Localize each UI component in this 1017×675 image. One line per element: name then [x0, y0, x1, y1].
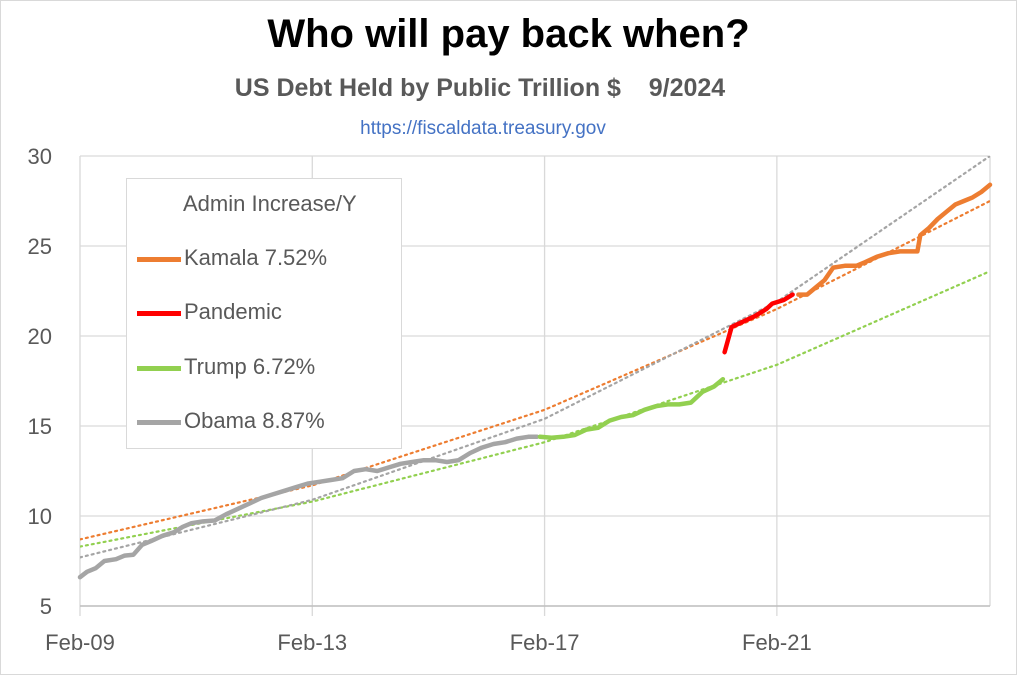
legend-label-kamala: Kamala 7.52% [184, 245, 328, 270]
legend-item-obama: Obama 8.87% [137, 407, 397, 437]
chart-subtitle: US Debt Held by Public Trillion $ 9/2024 [234, 74, 726, 102]
chart-legend: Admin Increase/Y Kamala 7.52% Pandemic T… [126, 178, 402, 449]
trendline-trump [80, 270, 990, 548]
y-tick-label: 5 [40, 594, 52, 619]
y-tick-label: 10 [28, 504, 52, 529]
series-line-trump [537, 376, 726, 440]
y-tick-label: 25 [28, 234, 52, 259]
legend-swatch-obama [137, 420, 181, 425]
trendline-obama [80, 156, 990, 559]
legend-swatch-kamala [137, 257, 181, 262]
legend-item-kamala: Kamala 7.52% [137, 244, 397, 274]
legend-label-trump: Trump 6.72% [184, 354, 316, 379]
x-tick-label: Feb-17 [510, 630, 580, 655]
legend-item-pandemic: Pandemic [137, 298, 397, 328]
series-line-pandemic [722, 292, 795, 355]
series-line-obama [77, 434, 540, 580]
legend-label-pandemic: Pandemic [184, 299, 282, 324]
legend-swatch-trump [137, 366, 181, 371]
y-tick-label: 15 [28, 414, 52, 439]
legend-swatch-pandemic [137, 311, 181, 316]
y-tick-label: 30 [28, 144, 52, 169]
x-tick-label: Feb-09 [45, 630, 115, 655]
x-tick-label: Feb-21 [742, 630, 812, 655]
trendline-kamala [80, 199, 990, 541]
legend-label-obama: Obama 8.87% [184, 408, 325, 433]
chart-title: Who will pay back when? [267, 12, 750, 56]
series-line-kamala [796, 182, 993, 297]
legend-item-trump: Trump 6.72% [137, 353, 397, 383]
source-link[interactable]: https://fiscaldata.treasury.gov [360, 118, 606, 139]
legend-title: Admin Increase/Y [183, 191, 357, 216]
y-tick-label: 20 [28, 324, 52, 349]
x-tick-label: Feb-13 [277, 630, 347, 655]
